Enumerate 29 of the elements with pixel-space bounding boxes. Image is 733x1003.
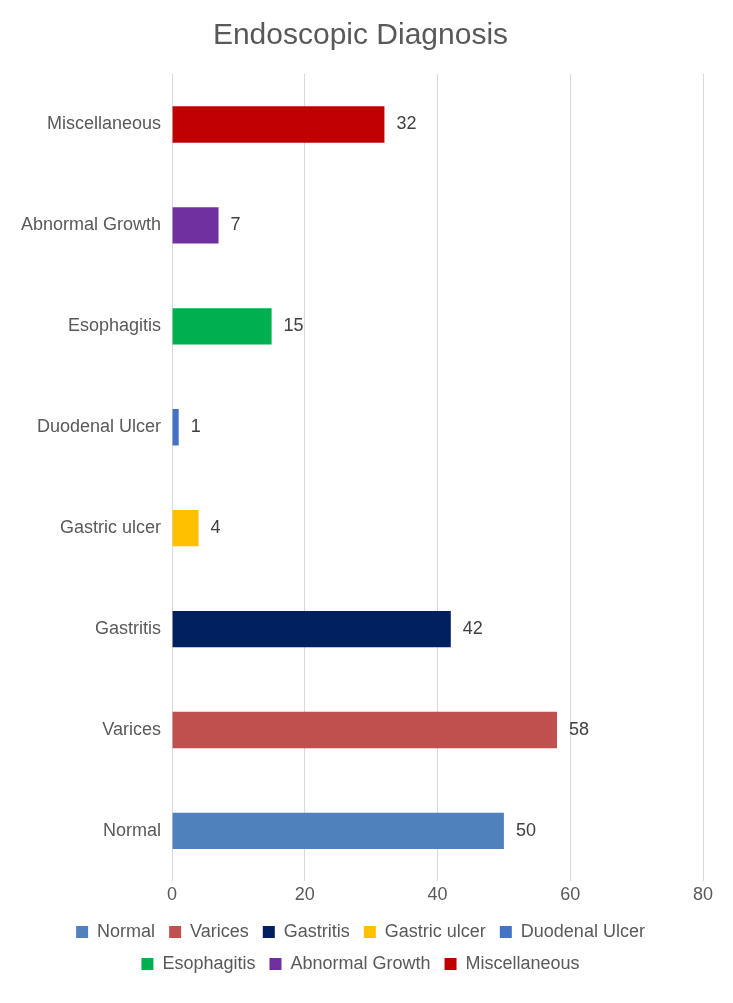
legend-label: Esophagitis bbox=[162, 952, 256, 973]
legend-label: Abnormal Growth bbox=[290, 952, 431, 973]
legend-label: Gastric ulcer bbox=[384, 920, 486, 941]
data-label: 58 bbox=[568, 718, 590, 739]
data-label: 4 bbox=[210, 517, 221, 538]
data-label: 1 bbox=[190, 416, 201, 437]
data-label: 7 bbox=[230, 214, 241, 235]
legend-label: Gastritis bbox=[283, 920, 350, 941]
y-tick-label: Gastric ulcer bbox=[60, 517, 162, 538]
x-tick-label: 40 bbox=[427, 884, 448, 905]
y-tick-label: Duodenal Ulcer bbox=[36, 416, 162, 437]
data-label: 50 bbox=[515, 819, 536, 840]
y-tick-label: Gastritis bbox=[95, 618, 162, 639]
data-label: 32 bbox=[396, 113, 417, 134]
x-tick-label: 0 bbox=[167, 884, 178, 905]
x-tick-label: 20 bbox=[294, 884, 315, 905]
y-tick-label: Esophagitis bbox=[67, 315, 162, 336]
y-tick-label: Varices bbox=[102, 718, 162, 739]
chart-title: Endoscopic Diagnosis bbox=[212, 17, 509, 51]
legend-label: Varices bbox=[190, 920, 249, 941]
x-tick-label: 80 bbox=[692, 884, 714, 905]
y-tick-label: Miscellaneous bbox=[46, 113, 162, 134]
legend-label: Duodenal Ulcer bbox=[520, 920, 645, 941]
y-tick-label: Abnormal Growth bbox=[20, 214, 162, 235]
data-label: 42 bbox=[462, 618, 483, 639]
data-label: 15 bbox=[283, 315, 304, 336]
legend-label: Miscellaneous bbox=[465, 952, 580, 973]
x-tick-label: 60 bbox=[560, 884, 581, 905]
y-tick-label: Normal bbox=[103, 819, 162, 840]
